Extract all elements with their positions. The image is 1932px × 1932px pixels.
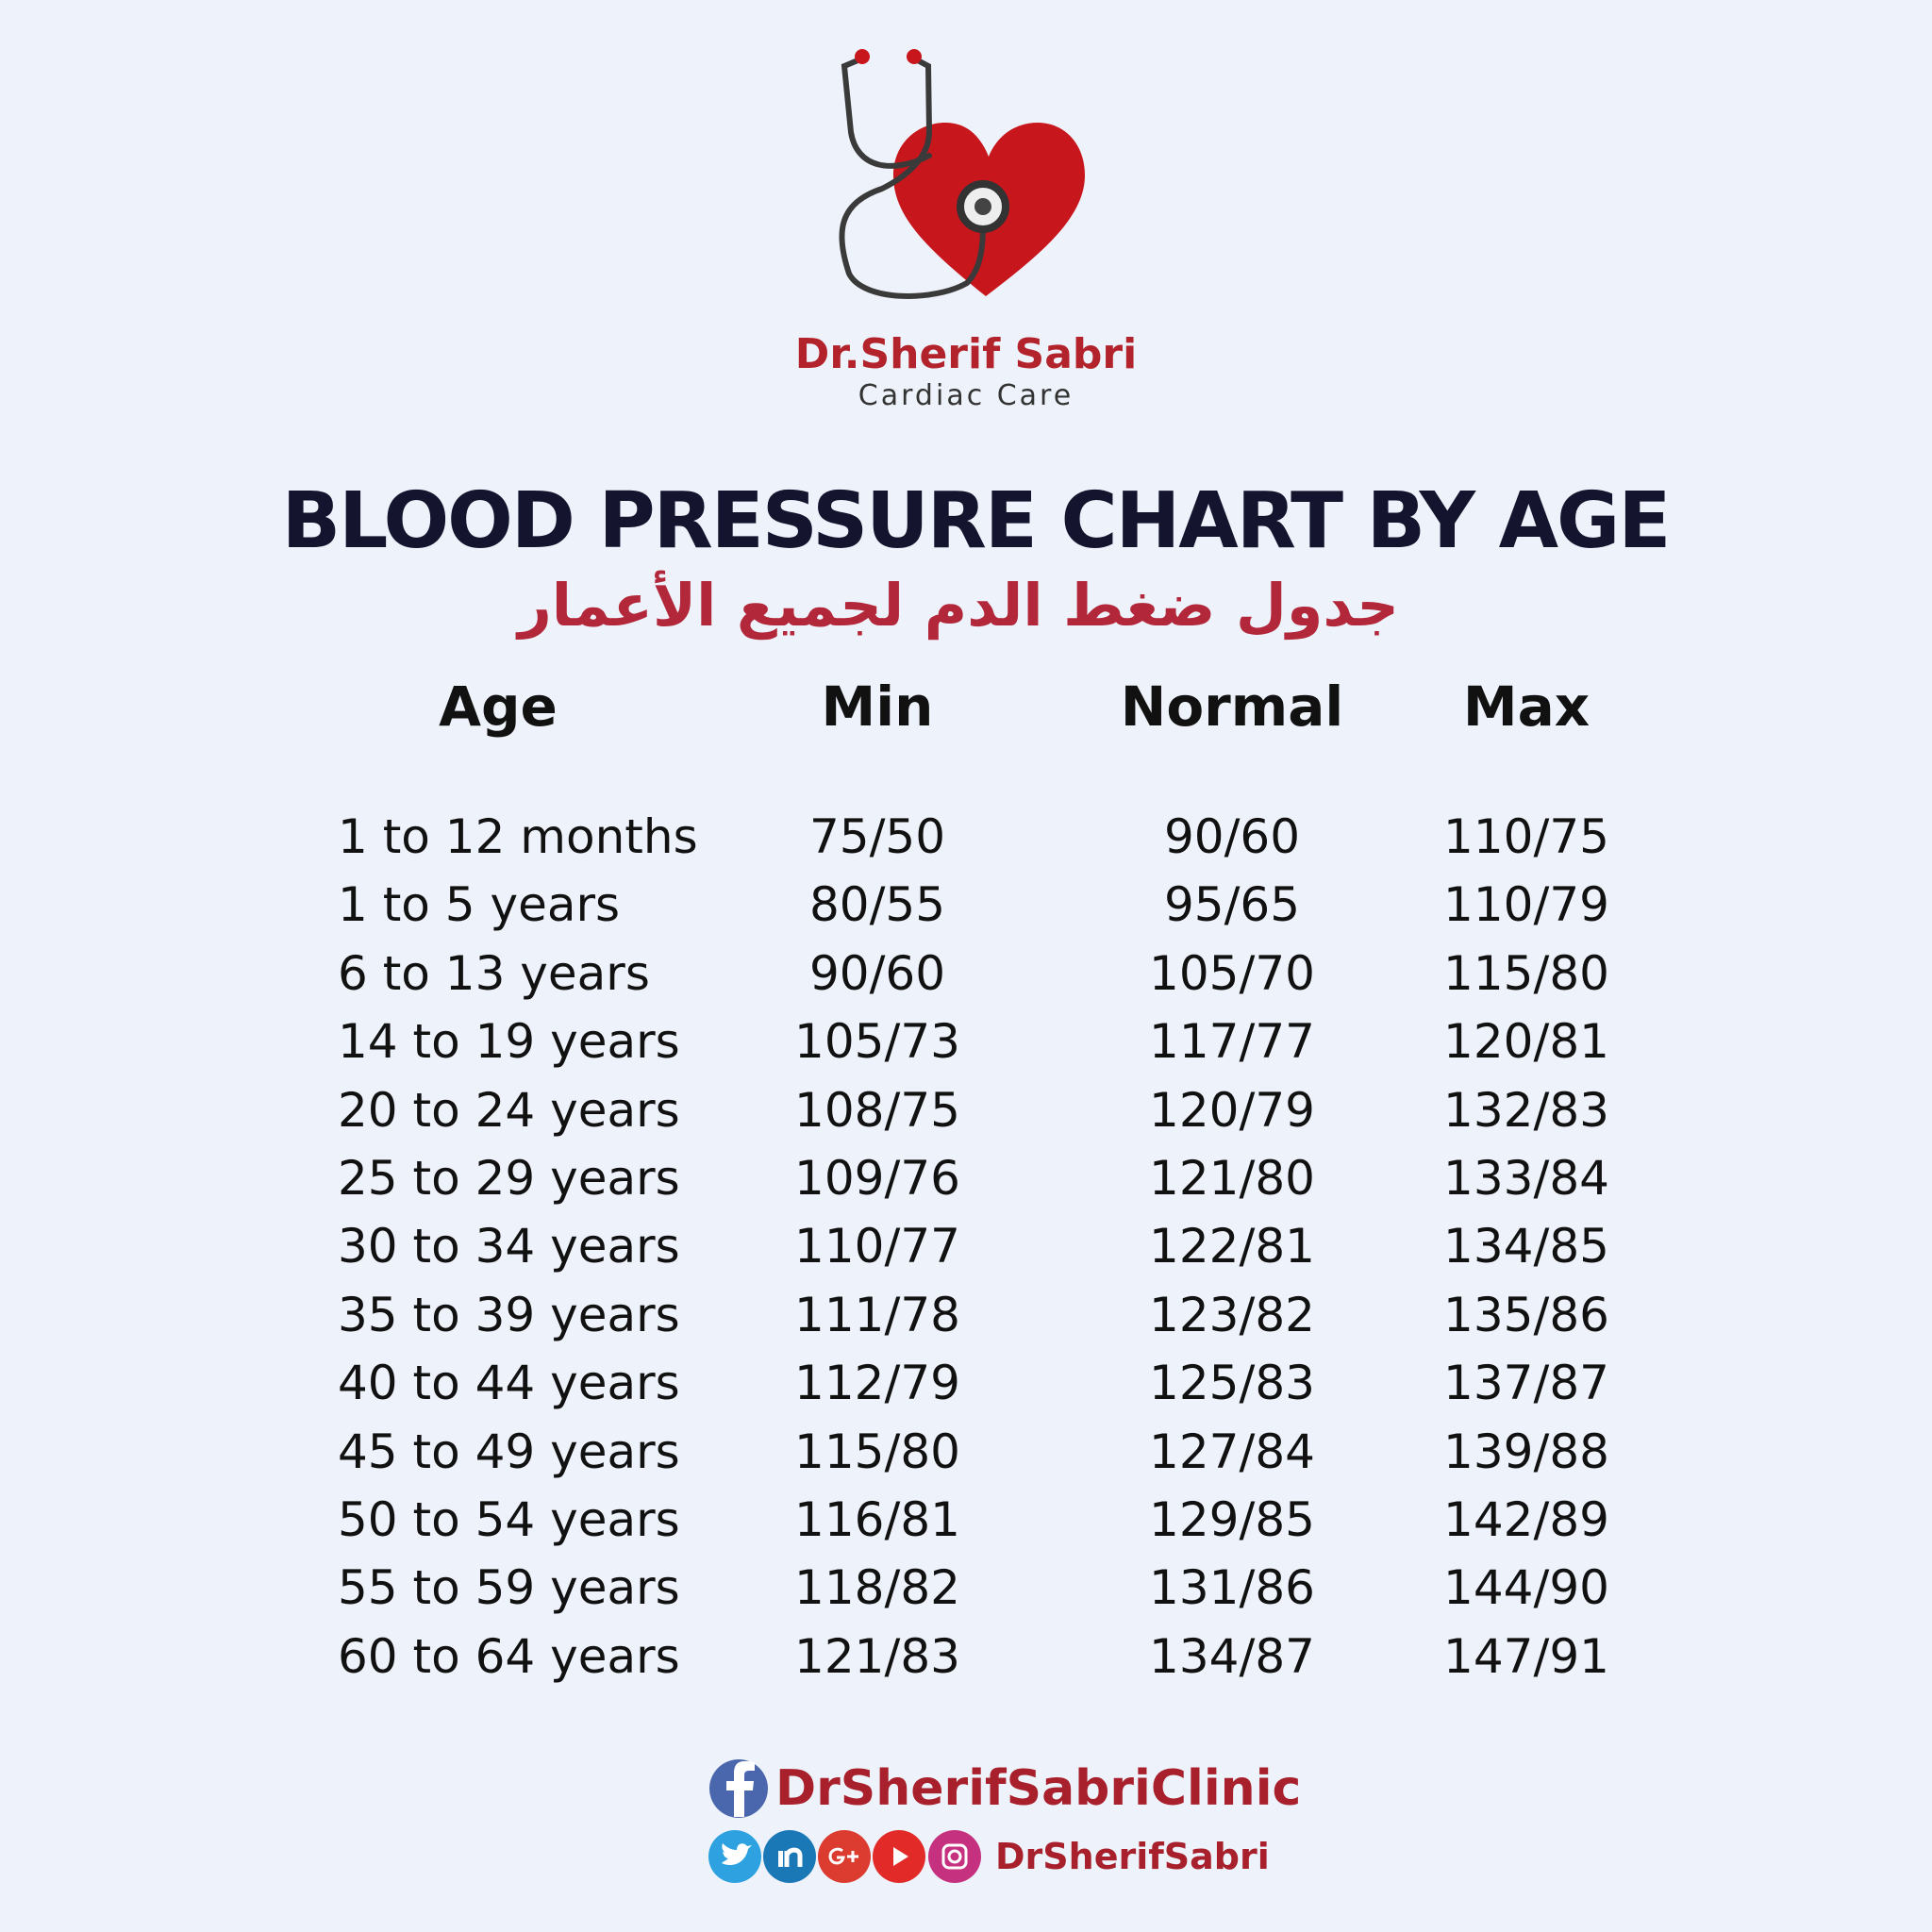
column-header: Min: [821, 675, 934, 739]
title: BLOOD PRESSURE CHART BY AGE: [281, 476, 1672, 566]
pressure-cell: 129/85: [1149, 1492, 1315, 1547]
instagram-glyph: [941, 1843, 968, 1870]
column-header: Age: [439, 675, 558, 739]
pressure-cell: 75/50: [808, 809, 946, 864]
age-cell: 50 to 54 years: [338, 1492, 680, 1547]
earpiece: [907, 49, 922, 64]
clinic-tagline: Cardiac Care: [858, 379, 1074, 412]
age-cell: 60 to 64 years: [338, 1628, 680, 1684]
googleplus-glyph: [828, 1847, 858, 1865]
linkedin-glyph: [784, 1847, 803, 1867]
pressure-cell: 147/91: [1443, 1628, 1609, 1684]
pressure-cell: 118/82: [794, 1560, 960, 1616]
pressure-cell: 134/87: [1149, 1628, 1315, 1684]
age-cell: 25 to 29 years: [338, 1151, 680, 1206]
pressure-cell: 142/89: [1443, 1492, 1609, 1547]
youtube-glyph: [893, 1847, 908, 1866]
age-cell: 14 to 19 years: [338, 1014, 680, 1070]
facebook-glyph: [726, 1761, 755, 1817]
pressure-cell: 134/85: [1443, 1219, 1609, 1274]
column-header: Normal: [1120, 675, 1344, 739]
age-cell: 30 to 34 years: [338, 1219, 680, 1274]
pressure-cell: 121/80: [1149, 1151, 1315, 1206]
age-cell: 1 to 12 months: [338, 809, 698, 864]
age-cell: 1 to 5 years: [338, 877, 621, 933]
pressure-cell: 120/79: [1149, 1082, 1315, 1138]
pressure-cell: 112/79: [794, 1356, 960, 1411]
pressure-cell: 132/83: [1443, 1082, 1609, 1138]
pressure-cell: 110/75: [1443, 809, 1609, 864]
pressure-cell: 90/60: [1163, 809, 1301, 864]
pressure-cell: 110/79: [1443, 877, 1609, 933]
age-cell: 45 to 49 years: [338, 1424, 680, 1479]
facebook-page[interactable]: DrSherifSabriClinic: [775, 1760, 1302, 1817]
pressure-cell: 116/81: [794, 1492, 960, 1547]
pressure-cell: 109/76: [794, 1151, 960, 1206]
linkedin-glyph: [778, 1851, 783, 1867]
chestpiece-center: [974, 198, 991, 215]
pressure-cell: 135/86: [1443, 1287, 1609, 1342]
stethoscope: [839, 56, 986, 299]
age-cell: 20 to 24 years: [338, 1082, 680, 1138]
pressure-cell: 131/86: [1149, 1560, 1315, 1616]
pressure-cell: 144/90: [1443, 1560, 1609, 1616]
subtitle: جدول ضغط الدم لجميع الأعمار: [518, 571, 1399, 640]
pressure-cell: 105/70: [1149, 945, 1315, 1001]
twitter-glyph: [722, 1843, 752, 1866]
pressure-cell: 123/82: [1149, 1287, 1315, 1342]
pressure-cell: 111/78: [794, 1287, 960, 1342]
social-handle[interactable]: DrSherifSabri: [995, 1836, 1270, 1877]
pressure-cell: 137/87: [1443, 1356, 1609, 1411]
instagram-lens: [947, 1849, 962, 1864]
instagram-icon[interactable]: [928, 1830, 981, 1883]
pressure-cell: 105/73: [794, 1014, 960, 1070]
pressure-cell: 115/80: [794, 1424, 960, 1479]
pressure-cell: 108/75: [794, 1082, 960, 1138]
pressure-cell: 122/81: [1149, 1219, 1315, 1274]
pressure-cell: 120/81: [1443, 1014, 1609, 1070]
linkedin-icon[interactable]: [763, 1830, 816, 1883]
pressure-cell: 127/84: [1149, 1424, 1315, 1479]
pressure-cell: 117/77: [1149, 1014, 1315, 1070]
age-cell: 55 to 59 years: [338, 1560, 680, 1616]
pressure-cell: 125/83: [1149, 1356, 1315, 1411]
pressure-cell: 80/55: [808, 877, 946, 933]
pressure-cell: 133/84: [1443, 1151, 1609, 1206]
age-cell: 35 to 39 years: [338, 1287, 680, 1342]
pressure-cell: 121/83: [794, 1628, 960, 1684]
column-header: Max: [1462, 675, 1591, 739]
clinic-name: Dr.Sherif Sabri: [794, 330, 1138, 378]
pressure-cell: 110/77: [794, 1219, 960, 1274]
pressure-cell: 115/80: [1443, 945, 1609, 1001]
pressure-cell: 90/60: [808, 945, 946, 1001]
pressure-cell: 139/88: [1443, 1424, 1609, 1479]
age-cell: 40 to 44 years: [338, 1356, 680, 1411]
pressure-cell: 95/65: [1163, 877, 1301, 933]
earpiece: [855, 49, 870, 64]
age-cell: 6 to 13 years: [338, 945, 650, 1001]
